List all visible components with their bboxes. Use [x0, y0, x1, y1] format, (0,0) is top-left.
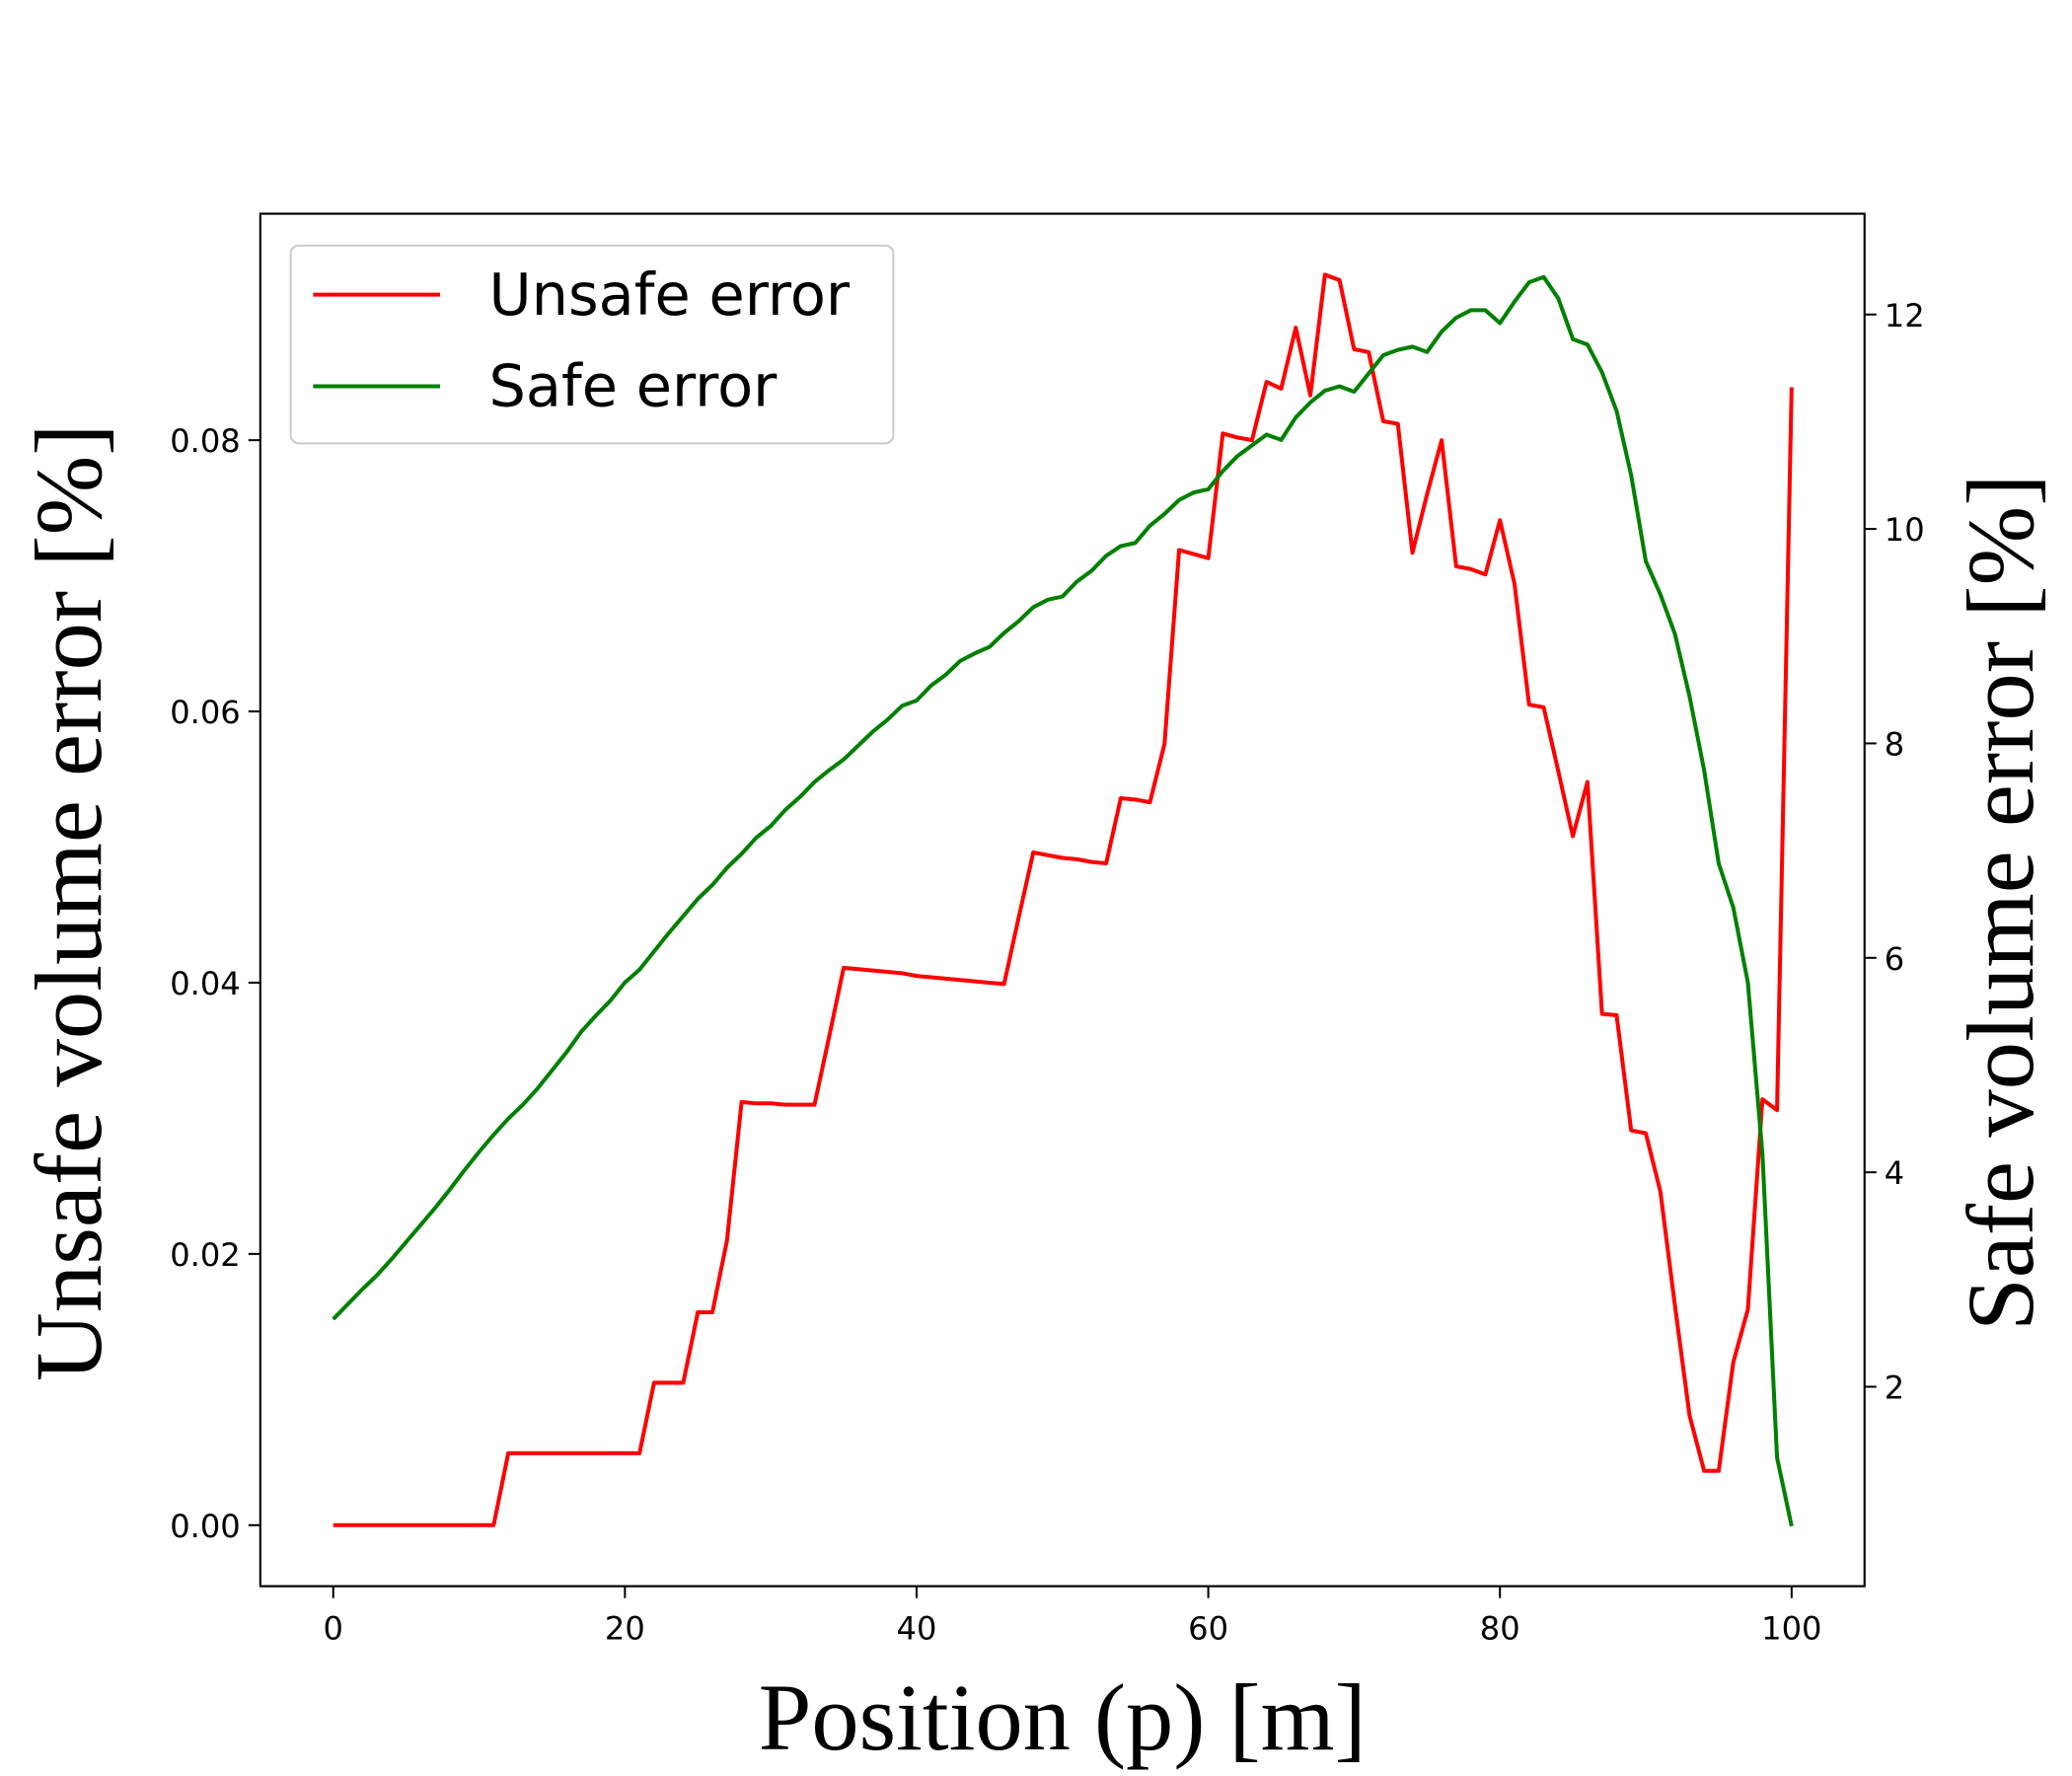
y-tick-label: 0.02 — [170, 1236, 241, 1274]
y-tick-label: 0.06 — [170, 694, 241, 731]
y-tick-label: 0.08 — [170, 422, 241, 460]
legend-label: Safe error — [489, 352, 778, 420]
y2-tick-label: 2 — [1885, 1369, 1904, 1407]
x-tick-label: 20 — [605, 1609, 645, 1647]
x-tick-label: 0 — [324, 1609, 343, 1647]
series-line — [333, 272, 1794, 1527]
y2-tick-label: 8 — [1885, 725, 1904, 763]
plot-frame — [259, 212, 1866, 1588]
x-tick-label: 80 — [1480, 1609, 1520, 1647]
y2-tick-label: 10 — [1885, 511, 1925, 549]
x-tick-label: 100 — [1761, 1609, 1821, 1647]
y-tick-label: 0.04 — [170, 965, 241, 1002]
x-tick-label: 60 — [1188, 1609, 1228, 1647]
y2-axis-label: Safe volume error [%] — [1948, 475, 2053, 1331]
x-axis-label: Position (p) [m] — [759, 1665, 1367, 1770]
y-tick-label: 0.00 — [170, 1508, 241, 1545]
legend-label: Unsafe error — [489, 260, 851, 329]
y2-tick-label: 12 — [1885, 297, 1925, 334]
y2-tick-label: 6 — [1885, 940, 1904, 978]
series-line — [332, 274, 1794, 1527]
y-axis-label: Unsafe volume error [%] — [16, 423, 121, 1381]
y2-tick-label: 4 — [1885, 1154, 1904, 1192]
x-tick-label: 40 — [897, 1609, 937, 1647]
legend-box — [289, 244, 895, 445]
